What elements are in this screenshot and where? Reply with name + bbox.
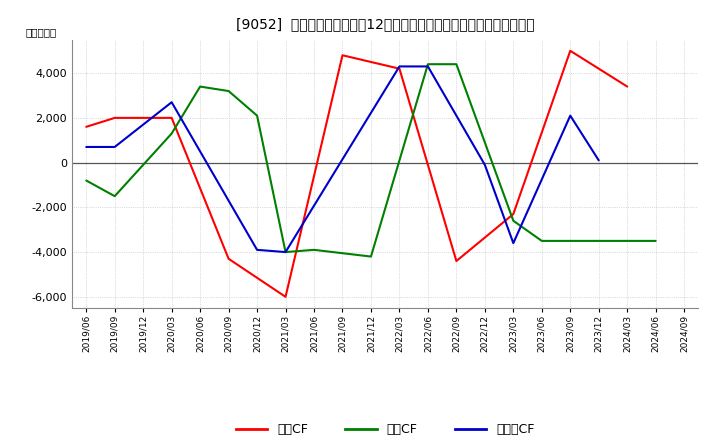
Title: [9052]  キャッシュフローの12か月移動合計の対前年同期増減額の推移: [9052] キャッシュフローの12か月移動合計の対前年同期増減額の推移	[236, 18, 534, 32]
Text: （百万円）: （百万円）	[25, 27, 56, 37]
Legend: 営業CF, 投資CF, フリーCF: 営業CF, 投資CF, フリーCF	[231, 418, 539, 440]
